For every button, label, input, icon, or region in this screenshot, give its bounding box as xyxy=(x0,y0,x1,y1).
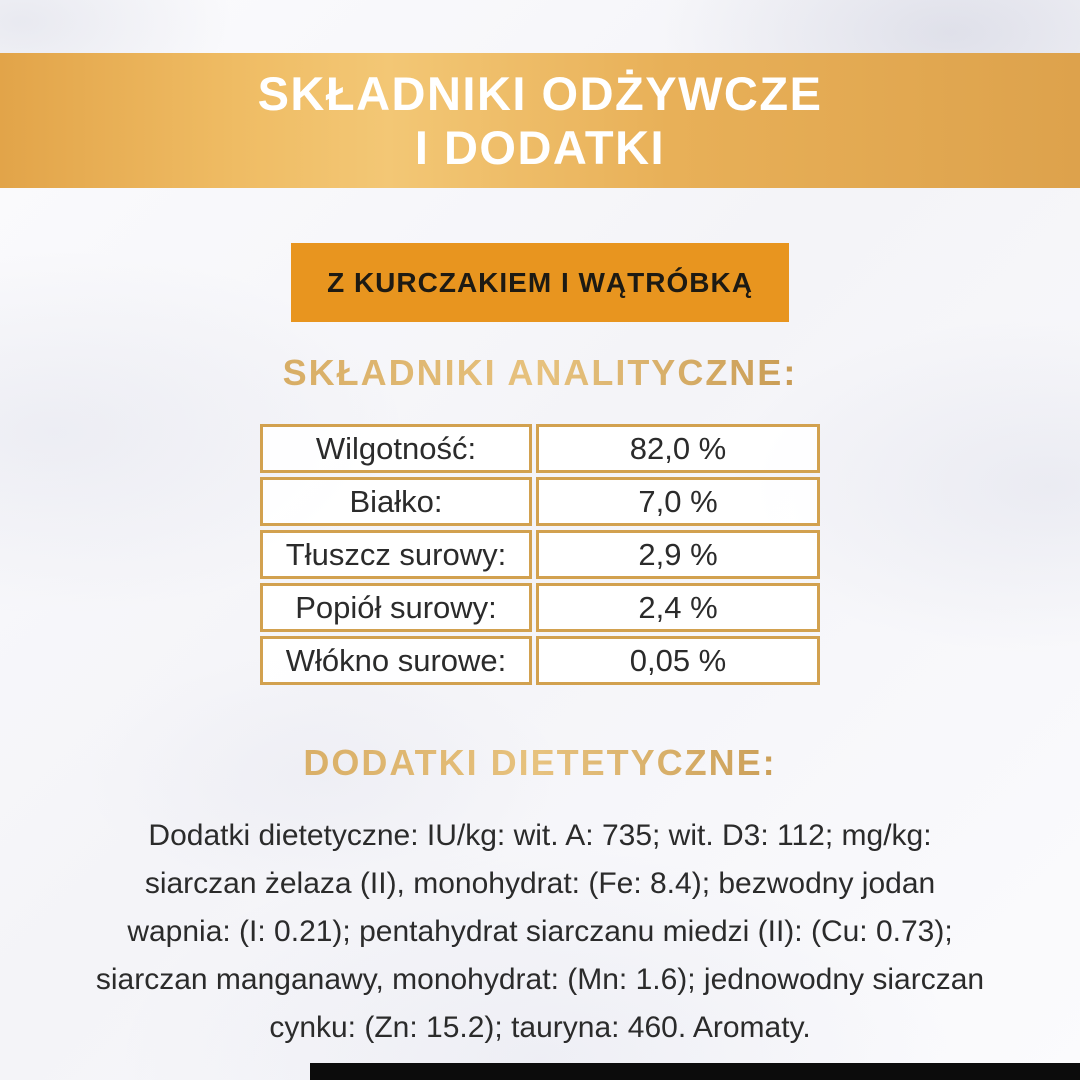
table-cell-value: 2,9 % xyxy=(536,530,820,579)
page-title-line2: I DODATKI xyxy=(414,120,666,174)
table-row: Białko: 7,0 % xyxy=(260,477,820,526)
table-cell-value: 2,4 % xyxy=(536,583,820,632)
bottom-bar xyxy=(310,1063,1080,1080)
title-banner: SKŁADNIKI ODŻYWCZE I DODATKI xyxy=(0,53,1080,188)
additives-paragraph: Dodatki dietetyczne: IU/kg: wit. A: 735;… xyxy=(95,819,985,1044)
table-row: Popiół surowy: 2,4 % xyxy=(260,583,820,632)
analytical-heading: SKŁADNIKI ANALITYCZNE: xyxy=(0,352,1080,394)
table-row: Tłuszcz surowy: 2,9 % xyxy=(260,530,820,579)
dietary-heading: DODATKI DIETETYCZNE: xyxy=(0,742,1080,784)
page-title-line1: SKŁADNIKI ODŻYWCZE xyxy=(257,66,823,120)
table-row: Wilgotność: 82,0 % xyxy=(260,424,820,473)
table-cell-label: Popiół surowy: xyxy=(260,583,532,632)
table-cell-label: Włókno surowe: xyxy=(260,636,532,685)
variant-chip: Z KURCZAKIEM I WĄTRÓBKĄ xyxy=(291,243,789,322)
table-cell-label: Białko: xyxy=(260,477,532,526)
nutrition-table: Wilgotność: 82,0 % Białko: 7,0 % Tłuszcz… xyxy=(260,424,820,685)
table-row: Włókno surowe: 0,05 % xyxy=(260,636,820,685)
table-cell-label: Wilgotność: xyxy=(260,424,532,473)
table-cell-value: 7,0 % xyxy=(536,477,820,526)
table-cell-value: 82,0 % xyxy=(536,424,820,473)
variant-chip-label: Z KURCZAKIEM I WĄTRÓBKĄ xyxy=(327,266,753,298)
table-cell-label: Tłuszcz surowy: xyxy=(260,530,532,579)
table-cell-value: 0,05 % xyxy=(536,636,820,685)
